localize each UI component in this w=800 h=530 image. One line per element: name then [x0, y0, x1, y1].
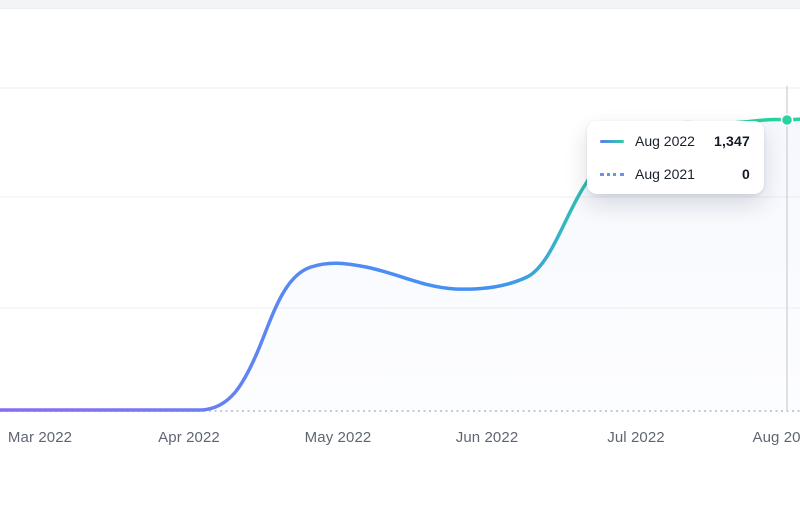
- tooltip-row-aug-2022: Aug 2022 1,347: [600, 133, 750, 149]
- gradient-line-swatch-icon: [600, 139, 624, 143]
- chart-tooltip: Aug 2022 1,347 Aug 2021 0: [587, 121, 764, 194]
- tooltip-series-value: 0: [742, 166, 750, 182]
- top-divider: [0, 0, 800, 9]
- line-chart-canvas: [0, 86, 800, 412]
- dotted-line-swatch-icon: [600, 172, 624, 176]
- tooltip-series-value: 1,347: [713, 133, 750, 149]
- chart-plot-area[interactable]: Mar 2022 Apr 2022 May 2022 Jun 2022 Jul …: [0, 0, 800, 460]
- tooltip-series-label: Aug 2021: [635, 166, 695, 182]
- tooltip-series-label: Aug 2022: [635, 133, 695, 149]
- tooltip-row-aug-2021: Aug 2021 0: [600, 166, 750, 182]
- highlight-marker-dot[interactable]: [780, 113, 794, 127]
